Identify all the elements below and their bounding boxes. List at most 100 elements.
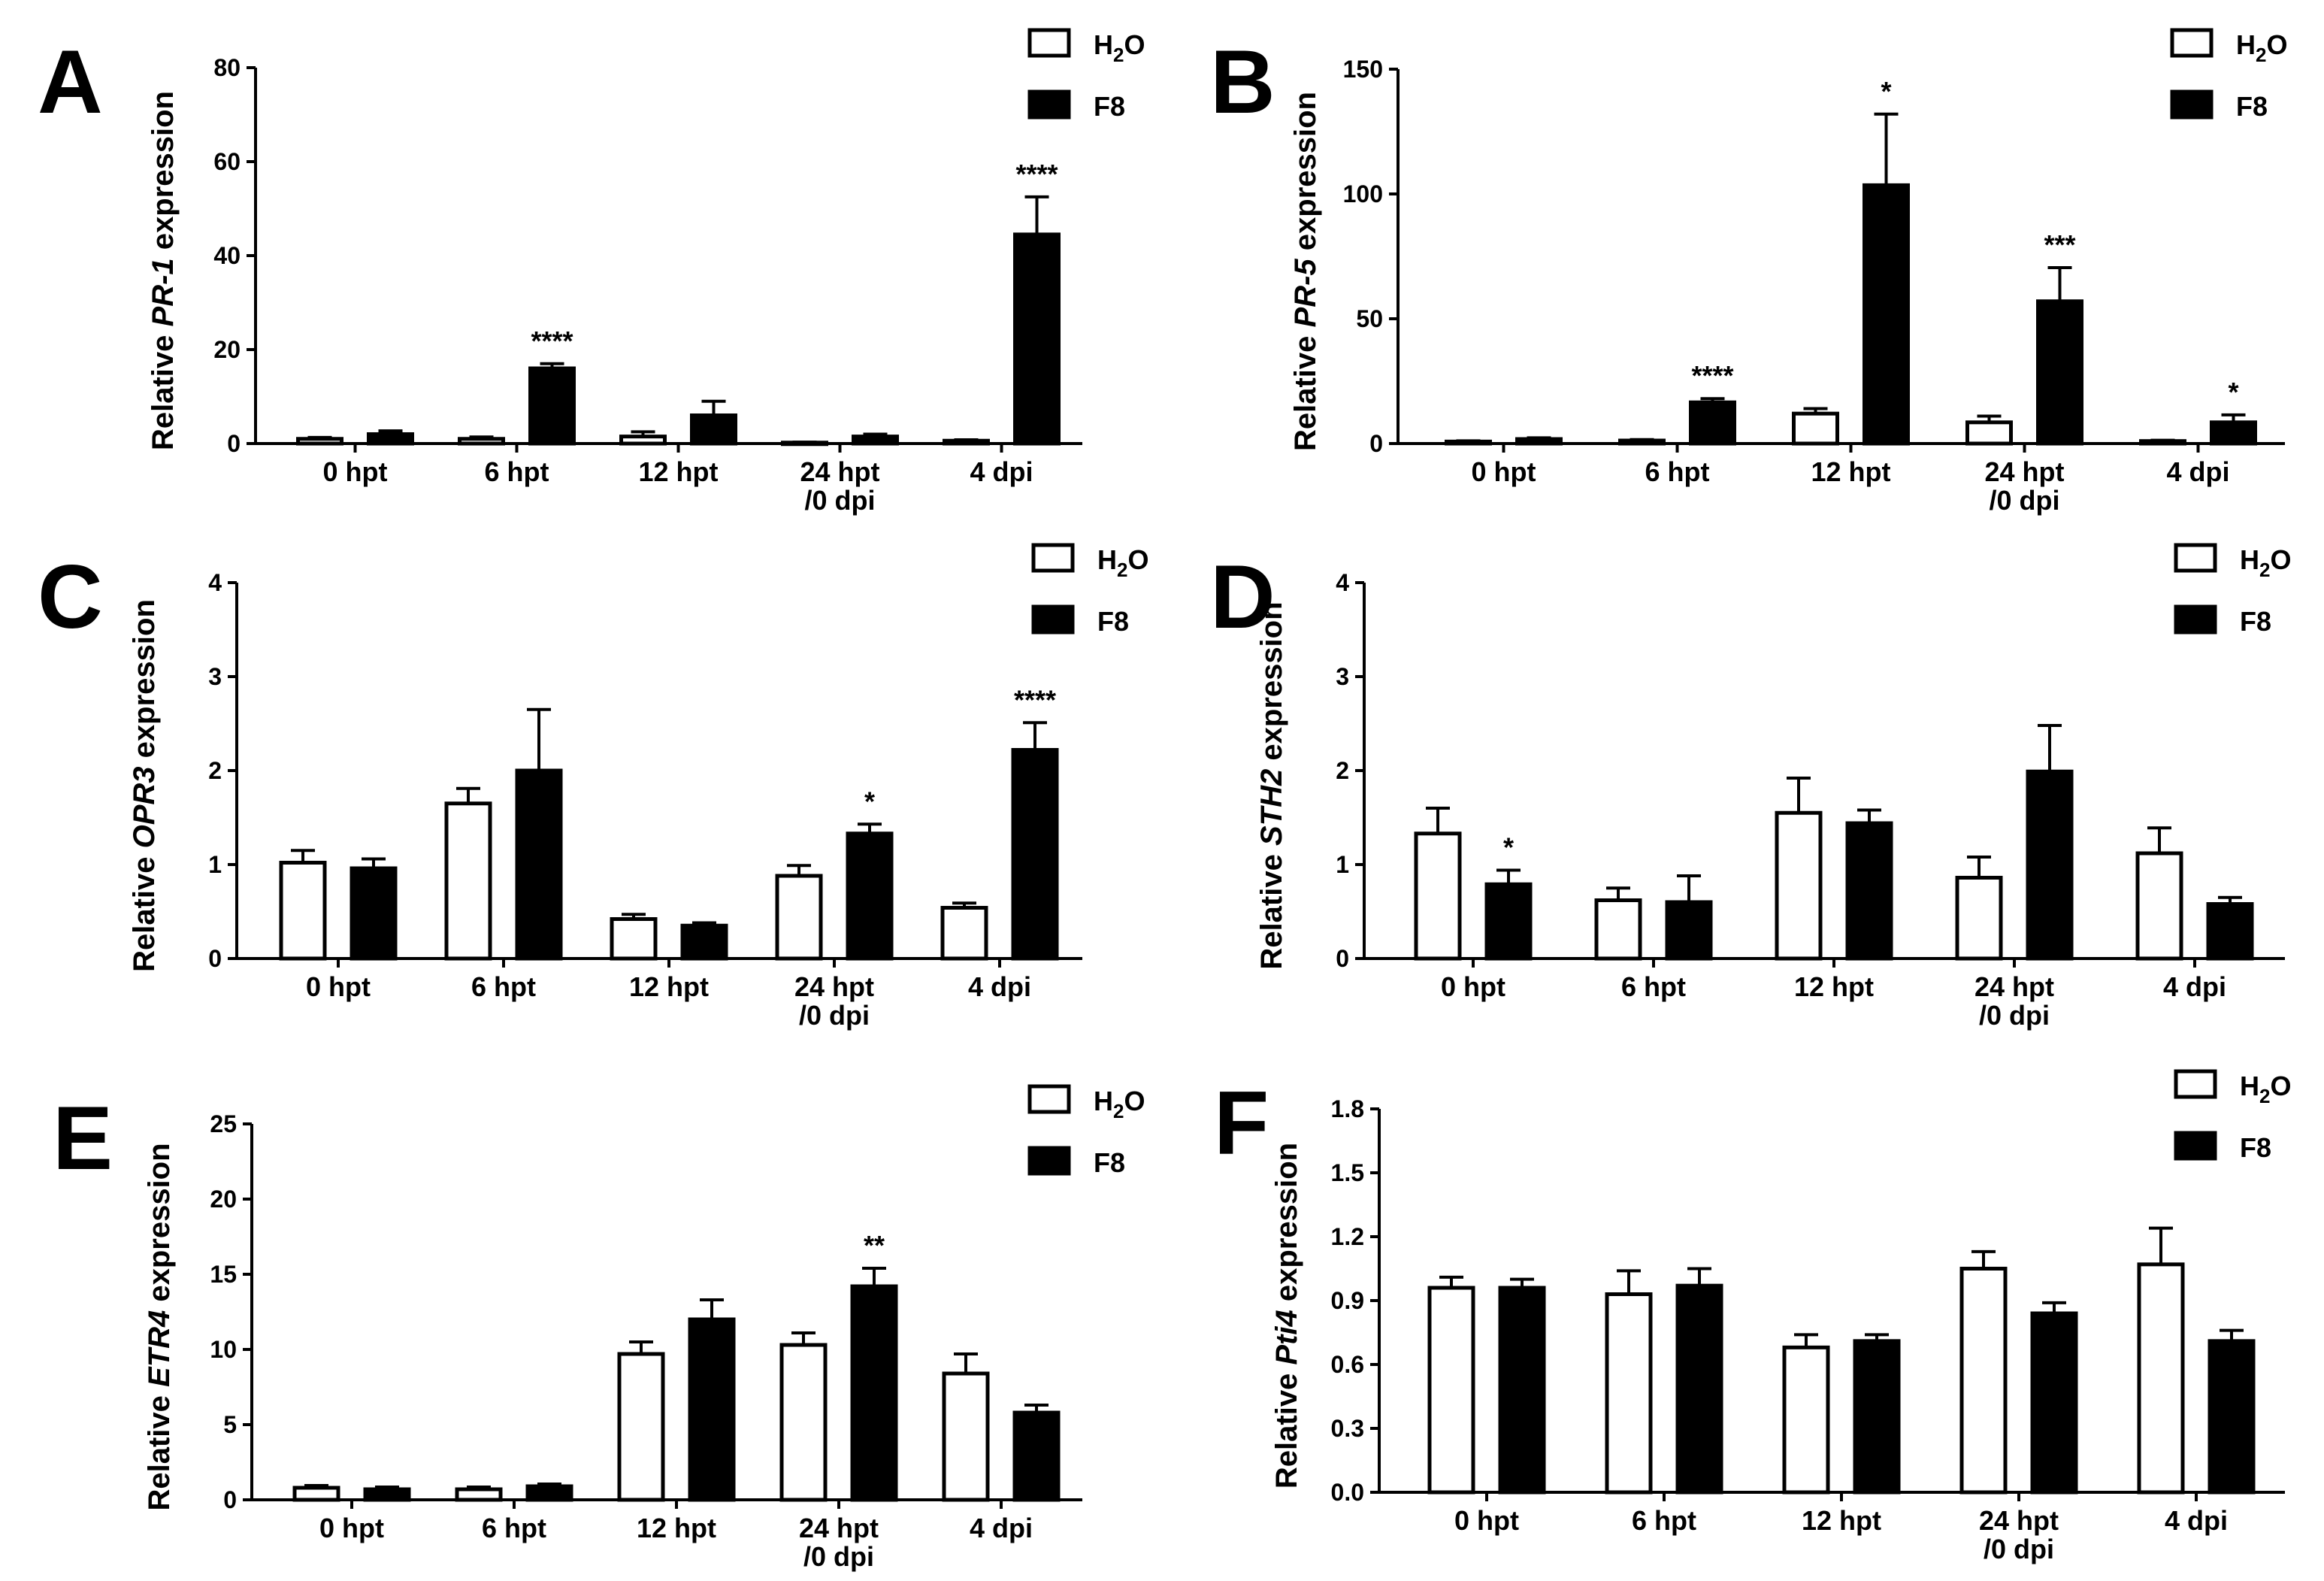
x-category-label-b: /0 dpi <box>1989 485 2059 516</box>
legend-label-f8: F8 <box>1094 91 1125 122</box>
legend-label-h2o: H2O <box>2236 29 2287 66</box>
y-tick-label-b: 100 <box>1343 180 1383 207</box>
significance-label-b: *** <box>2044 229 2075 260</box>
y-tick-label-d: 3 <box>1336 663 1349 690</box>
x-category-label-e: 0 hpt <box>319 1513 384 1543</box>
x-category-label-b: 6 hpt <box>1645 456 1710 487</box>
bar-h2o-d-1 <box>1414 831 1462 961</box>
bar-f8-c-4 <box>846 831 894 961</box>
x-category-label-b: 12 hpt <box>1811 456 1890 487</box>
y-tick-label-d: 4 <box>1336 569 1349 596</box>
y-tick-label-a: 60 <box>213 148 241 175</box>
x-category-label-a: 0 hpt <box>323 456 388 487</box>
significance-label-a: **** <box>531 326 573 356</box>
x-category-label-e: 4 dpi <box>970 1513 1033 1543</box>
bar-f8-d-2 <box>1665 900 1713 961</box>
y-axis-title-a: Relative PR-1 expression <box>147 91 180 450</box>
bar-f8-c-5 <box>1011 748 1059 961</box>
x-category-label-c: 12 hpt <box>629 971 709 1002</box>
bar-f8-d-1 <box>1484 882 1533 961</box>
y-tick-label-f: 1.2 <box>1331 1223 1364 1250</box>
y-tick-label-d: 2 <box>1336 757 1349 784</box>
legend-swatch-f8 <box>1031 604 1075 635</box>
legend-a: H2O F8 <box>1027 28 1145 122</box>
y-tick-label-c: 0 <box>208 945 222 972</box>
legend-label-f8: F8 <box>1094 1147 1125 1178</box>
x-category-label-e: 24 hpt <box>799 1513 879 1543</box>
x-category-label-b: 4 dpi <box>2166 456 2229 487</box>
legend-swatch-f8 <box>2174 1131 2217 1161</box>
y-tick-label-e: 15 <box>210 1261 237 1288</box>
x-category-label-f: 24 hpt <box>1979 1505 2059 1536</box>
significance-label-c: **** <box>1014 684 1056 715</box>
legend-label-h2o: H2O <box>1097 544 1148 581</box>
bar-f8-e-5 <box>1012 1410 1061 1502</box>
legend-swatch-f8 <box>1027 1146 1071 1176</box>
legend-b: H2O F8 <box>2170 28 2287 122</box>
x-category-label-d: 4 dpi <box>2163 971 2226 1002</box>
y-tick-label-e: 5 <box>223 1411 237 1438</box>
legend-label-h2o: H2O <box>2240 1071 2291 1107</box>
x-category-label-f: 6 hpt <box>1632 1505 1696 1536</box>
bar-h2o-e-4 <box>779 1343 828 1502</box>
x-category-label-e: 6 hpt <box>482 1513 546 1543</box>
bar-f8-b-2 <box>1689 400 1736 446</box>
y-axis-title-c: Relative OPR3 expression <box>128 599 161 972</box>
bar-f8-c-2 <box>515 768 563 961</box>
panel-letter-a: A <box>38 32 103 132</box>
legend-swatch-f8 <box>1027 89 1071 120</box>
bar-f8-e-1 <box>363 1487 411 1502</box>
significance-label-b: **** <box>1691 360 1733 391</box>
x-category-label-e: 12 hpt <box>637 1513 716 1543</box>
panel-b: B 0 50 100 150 Relative PR-5 expression 0 hpt 6… <box>1210 28 2287 516</box>
bar-h2o-e-2 <box>455 1487 503 1502</box>
x-category-label-d: 6 hpt <box>1621 971 1686 1002</box>
bar-h2o-d-2 <box>1594 898 1642 961</box>
y-axis-title-d: Relative STH2 expression <box>1255 601 1288 969</box>
x-category-label-c: 6 hpt <box>471 971 536 1002</box>
x-category-label-d: 12 hpt <box>1794 971 1874 1002</box>
y-tick-label-b: 150 <box>1343 56 1383 83</box>
significance-label-d: * <box>1503 832 1514 863</box>
legend-swatch-h2o <box>2174 543 2217 573</box>
panel-e: E 0 5 10 15 20 25 Relative ETR4 expression 0 hpt… <box>53 1084 1145 1572</box>
legend-label-h2o: H2O <box>2240 544 2291 581</box>
bar-f8-d-3 <box>1845 821 1893 961</box>
significance-label-b: * <box>1881 76 1891 107</box>
y-tick-label-f: 0.3 <box>1331 1415 1364 1442</box>
legend-swatch-h2o <box>2174 1069 2217 1099</box>
legend-e: H2O F8 <box>1027 1084 1145 1178</box>
bar-h2o-f-4 <box>1959 1267 2008 1495</box>
panel-letter-c: C <box>38 547 103 647</box>
legend-d: H2O F8 <box>2174 543 2291 637</box>
bar-f8-e-4 <box>850 1284 898 1502</box>
y-tick-label-a: 40 <box>213 242 241 269</box>
y-tick-label-c: 1 <box>208 851 222 878</box>
legend-c: H2O F8 <box>1031 543 1148 637</box>
legend-swatch-f8 <box>2170 89 2214 120</box>
bar-h2o-d-4 <box>1955 876 2003 961</box>
x-category-label-c: 0 hpt <box>306 971 371 1002</box>
x-category-label-a: 12 hpt <box>638 456 718 487</box>
x-category-label-c: 4 dpi <box>968 971 1031 1002</box>
y-tick-label-f: 0.9 <box>1331 1287 1364 1314</box>
y-tick-label-f: 1.8 <box>1331 1095 1364 1122</box>
x-category-label-a: 24 hpt <box>800 456 879 487</box>
legend-swatch-h2o <box>1027 1084 1071 1114</box>
x-category-label-f: 12 hpt <box>1802 1505 1881 1536</box>
bar-f8-c-3 <box>680 923 728 961</box>
bar-h2o-b-3 <box>1792 411 1839 446</box>
bar-f8-a-2 <box>528 366 576 446</box>
legend-swatch-h2o <box>1031 543 1075 573</box>
bar-h2o-f-2 <box>1605 1292 1653 1495</box>
x-category-label-d: 24 hpt <box>1974 971 2054 1002</box>
significance-label-c: * <box>864 786 875 816</box>
x-category-label-c: /0 dpi <box>799 1000 870 1031</box>
x-category-label-d: 0 hpt <box>1441 971 1505 1002</box>
bar-f8-a-1 <box>367 432 414 446</box>
y-tick-label-e: 20 <box>210 1186 237 1213</box>
y-tick-label-a: 80 <box>213 54 241 81</box>
bar-h2o-f-1 <box>1427 1286 1475 1495</box>
panel-letter-d: D <box>1210 547 1275 647</box>
